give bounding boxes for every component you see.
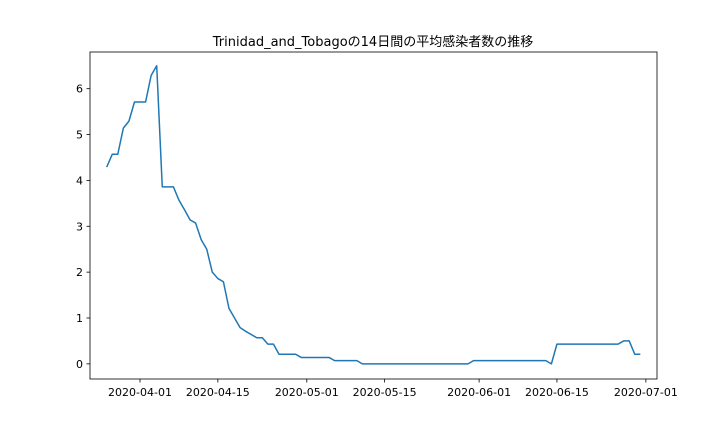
y-tick-label: 4 (76, 174, 83, 187)
x-tick-label: 2020-07-01 (614, 386, 678, 399)
chart-title: Trinidad_and_Tobagoの14日間の平均感染者数の推移 (212, 34, 533, 50)
y-tick-label: 3 (76, 220, 83, 233)
y-tick-label: 5 (76, 129, 83, 142)
y-tick-label: 2 (76, 266, 83, 279)
y-axis: 0 1 2 3 4 5 6 (76, 83, 90, 371)
x-axis: 2020-04-01 2020-04-15 2020-05-01 2020-05-15… (108, 379, 678, 399)
series-layer (105, 65, 641, 365)
x-tick-label: 2020-06-01 (447, 386, 511, 399)
y-tick-label: 1 (76, 312, 83, 325)
x-tick-label: 2020-04-01 (108, 386, 172, 399)
y-tick-label: 0 (76, 358, 83, 371)
x-tick-label: 2020-06-15 (525, 386, 589, 399)
x-tick-label: 2020-05-15 (353, 386, 417, 399)
x-tick-label: 2020-05-01 (275, 386, 339, 399)
y-tick-label: 6 (76, 83, 83, 96)
x-tick-label: 2020-04-15 (186, 386, 250, 399)
series-line (105, 65, 641, 365)
plot-frame (89, 51, 658, 380)
